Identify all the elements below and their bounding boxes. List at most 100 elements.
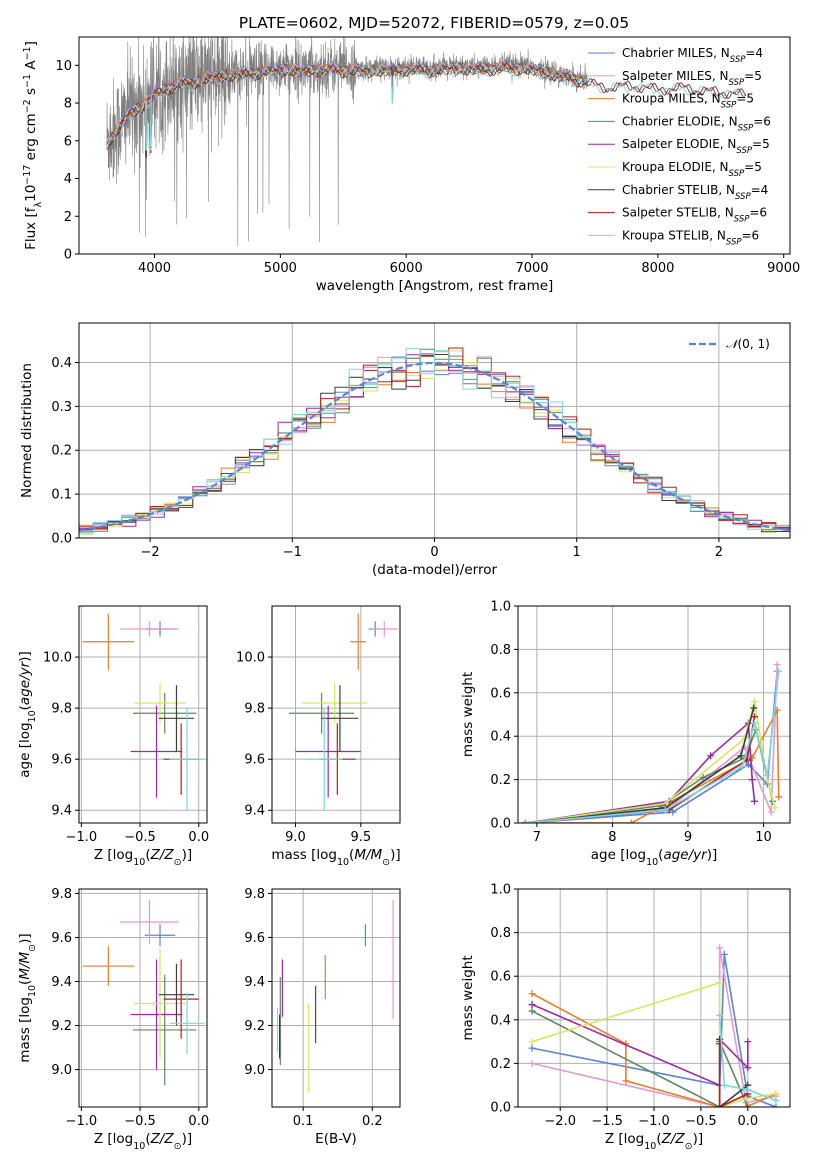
- x-tick-label: 10: [755, 830, 772, 845]
- legend-label: Chabrier STELIB, NSSP=4: [622, 183, 768, 202]
- label-part: erg cm: [23, 113, 39, 164]
- label-part: 10: [23, 185, 39, 202]
- x-tick-label: 9.5: [350, 830, 371, 845]
- weight-marker: [775, 667, 783, 675]
- errorbar-kroupa_miles: [350, 613, 367, 670]
- label-part: =5: [744, 160, 762, 174]
- weight-line: [525, 721, 756, 823]
- errorbar-kroupa_stelib: [169, 992, 205, 1055]
- x-tick-label: −0.5: [124, 830, 156, 845]
- label-part: 10: [337, 857, 349, 868]
- label-part: (: [656, 1131, 661, 1147]
- label-part: 10: [27, 985, 38, 997]
- weight-marker: [744, 1064, 752, 1072]
- weight-marker: [627, 819, 635, 823]
- y-tick-label: 10: [55, 59, 72, 74]
- label-part: SSP: [726, 237, 742, 247]
- label-part: )]: [17, 651, 33, 662]
- x-tick-label: −0.5: [685, 1114, 717, 1129]
- legend-label-gaussian: 𝒩(0, 1): [726, 337, 770, 351]
- label-part: Kroupa ELODIE, N: [622, 160, 729, 174]
- errorbar-chabrier_elodie: [133, 974, 197, 1085]
- weight-marker: [772, 1090, 780, 1098]
- x-tick-label: 9000: [767, 261, 800, 276]
- label-part: Salpeter STELIB, N: [622, 206, 734, 220]
- errorbar-kroupa_elodie: [134, 948, 186, 1059]
- y-tick-label: 9.0: [244, 1063, 265, 1078]
- label-part: =4: [745, 46, 763, 60]
- axes-frame: [78, 36, 791, 255]
- y-axis-label: mass weight: [460, 672, 476, 757]
- x-tick-label: 4000: [138, 261, 171, 276]
- axes-frame: [78, 322, 791, 539]
- label-part: Kroupa STELIB, N: [622, 228, 726, 242]
- plot-area: [288, 613, 398, 811]
- x-tick-label: −1.5: [591, 1114, 623, 1129]
- weight-marker: [720, 1081, 728, 1089]
- y-tick-label: 9.6: [244, 753, 265, 768]
- weight-marker: [528, 1038, 536, 1046]
- label-part: Salpeter ELODIE, N: [622, 137, 736, 151]
- label-part: =4: [751, 183, 769, 197]
- label-part: =5: [744, 69, 762, 83]
- plot-area: [106, 37, 747, 247]
- y-tick-label: 10.0: [236, 651, 265, 666]
- errorbar-chabrier_stelib: [321, 685, 359, 752]
- model-line-salpeter_stelib: [106, 63, 747, 152]
- x-axis-label: Z [log10(Z/Z⊙)]: [605, 1131, 703, 1152]
- label-part: (: [349, 847, 354, 863]
- label-part: Z [log: [94, 847, 133, 863]
- x-tick-label: −1.0: [638, 1114, 670, 1129]
- y-tick-label: 0: [64, 248, 72, 263]
- weight-marker: [669, 808, 677, 816]
- label-part: SSP: [734, 215, 750, 225]
- x-tick-label: −2.0: [544, 1114, 576, 1129]
- label-part: wavelength [Angstrom, rest frame]: [316, 278, 554, 294]
- legend-label: Kroupa MILES, NSSP=5: [622, 92, 754, 111]
- errorbar-salpeter_stelib: [163, 959, 199, 1039]
- label-part: SSP: [721, 101, 737, 111]
- x-axis-label: E(B-V): [315, 1131, 357, 1147]
- label-part: )]: [693, 1131, 704, 1147]
- y-tick-label: 4: [64, 172, 72, 187]
- plot-area: [79, 347, 790, 535]
- y-tick-label: 10.0: [43, 651, 72, 666]
- label-part: age/yr: [17, 660, 33, 705]
- weight-marker: [767, 808, 775, 816]
- x-tick-label: 5000: [264, 261, 297, 276]
- y-tick-label: 0.2: [51, 444, 72, 459]
- label-part: =6: [753, 114, 771, 128]
- label-part: E(B-V): [315, 1131, 357, 1147]
- y-tick-label: 9.4: [51, 804, 72, 819]
- x-tick-label: 0.0: [737, 1114, 758, 1129]
- label-part: SSP: [729, 169, 745, 179]
- y-axis-label: Normed distribution: [19, 363, 35, 498]
- label-part: (data-model)/error: [372, 562, 498, 578]
- spectrum-data-line: [106, 37, 588, 247]
- x-tick-label: −2: [141, 545, 160, 560]
- label-part: 𝒩: [726, 337, 741, 351]
- model-line-kroupa_stelib: [106, 64, 747, 151]
- label-part: Chabrier MILES, N: [622, 46, 730, 60]
- y-tick-label: 2: [64, 210, 72, 225]
- x-tick-label: 1: [573, 545, 581, 560]
- label-part: =5: [736, 92, 754, 106]
- weight-marker: [748, 776, 756, 784]
- weight-marker: [750, 797, 758, 805]
- weight-series-salpeter_stelib: [522, 713, 758, 823]
- y-tick-label: 1.0: [490, 600, 511, 615]
- weight-series-kroupa_miles: [522, 706, 783, 823]
- label-part: s: [23, 88, 39, 99]
- figure-title: PLATE=0602, MJD=52072, FIBERID=0579, z=0…: [239, 14, 629, 32]
- label-part: SSP: [735, 192, 751, 202]
- errorbar-salpeter_elodie: [130, 959, 183, 1070]
- axes-frame: [78, 888, 208, 1108]
- plot-area: [522, 661, 783, 823]
- weight-line: [525, 707, 755, 823]
- x-tick-label: 2: [715, 545, 723, 560]
- label-part: (: [145, 847, 150, 863]
- weight-marker: [742, 1103, 750, 1107]
- x-tick-label: 0.1: [293, 1114, 314, 1129]
